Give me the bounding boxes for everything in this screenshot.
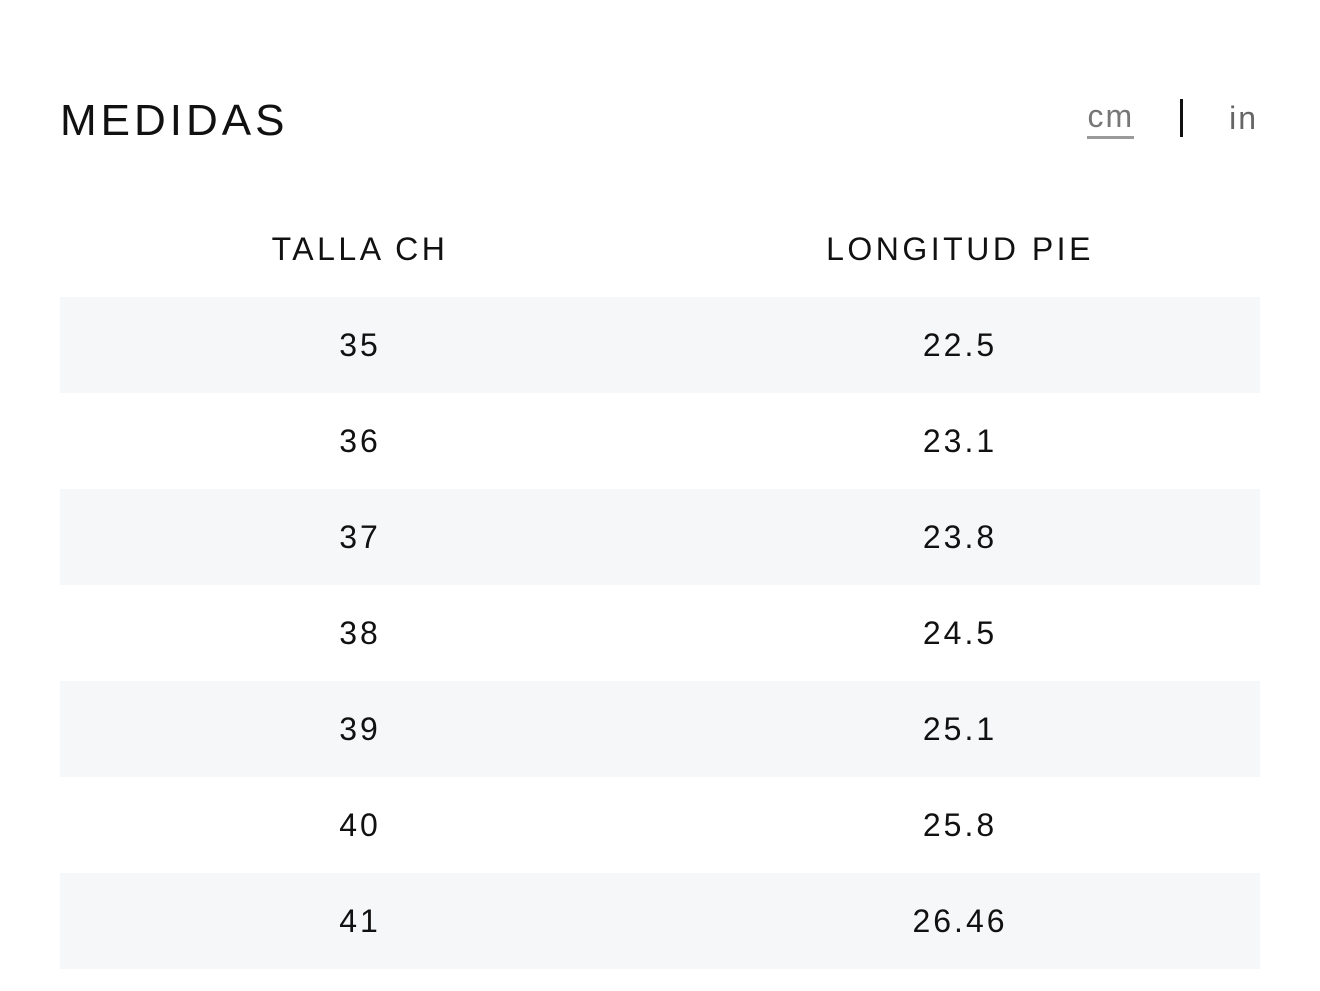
unit-in-button[interactable]: in — [1229, 100, 1258, 136]
size-cell: 36 — [339, 422, 381, 459]
size-cell: 41 — [339, 902, 381, 939]
length-cell: 23.8 — [922, 518, 998, 555]
unit-divider — [1180, 99, 1184, 137]
table-row: 36 23.1 — [60, 393, 1260, 489]
table-row: 37 23.8 — [60, 489, 1260, 585]
unit-cm-button[interactable]: cm — [1087, 98, 1135, 139]
size-cell: 35 — [339, 326, 381, 363]
size-cell: 38 — [339, 614, 381, 651]
table-row: 35 22.5 — [60, 297, 1260, 393]
size-cell: 40 — [339, 806, 381, 843]
column-header-talla: TALLA CH — [271, 230, 449, 267]
length-cell: 23.1 — [922, 422, 998, 459]
page-title: MEDIDAS — [60, 96, 289, 145]
size-cell: 39 — [339, 710, 381, 747]
table-header: TALLA CH LONGITUD PIE — [60, 201, 1260, 297]
table-body: 35 22.5 36 23.1 37 23.8 38 24.5 39 25.1 … — [60, 297, 1260, 969]
table-row: 40 25.8 — [60, 777, 1260, 873]
length-cell: 22.5 — [922, 326, 998, 363]
table-row: 39 25.1 — [60, 681, 1260, 777]
unit-toggle: cm in — [1087, 96, 1258, 140]
length-cell: 25.8 — [922, 806, 998, 843]
size-table: TALLA CH LONGITUD PIE 35 22.5 36 23.1 37… — [60, 201, 1260, 969]
length-cell: 26.46 — [912, 902, 1008, 939]
column-header-longitud: LONGITUD PIE — [826, 230, 1094, 267]
table-row: 41 26.46 — [60, 873, 1260, 969]
table-row: 38 24.5 — [60, 585, 1260, 681]
length-cell: 25.1 — [922, 710, 998, 747]
size-cell: 37 — [339, 518, 381, 555]
length-cell: 24.5 — [922, 614, 998, 651]
